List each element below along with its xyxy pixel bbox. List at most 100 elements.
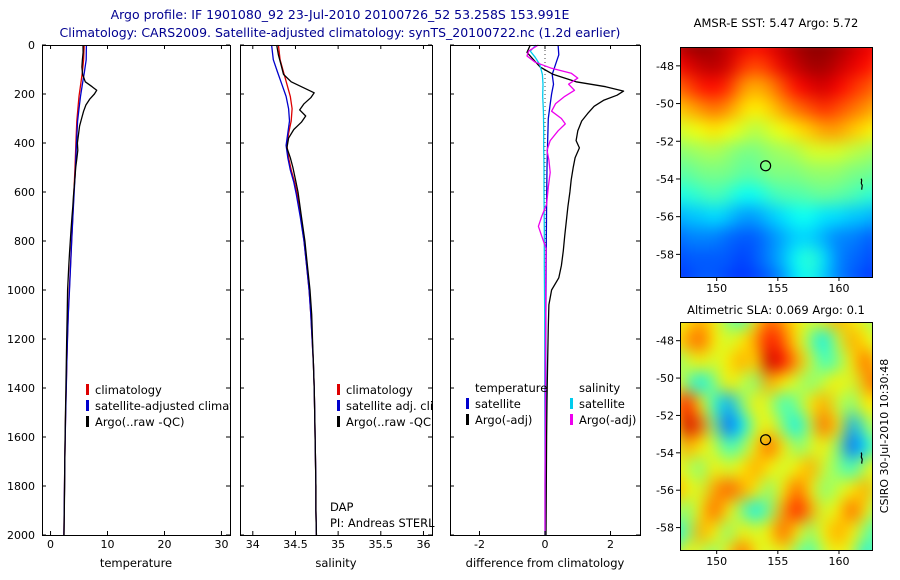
x-tick-label: -2: [474, 538, 485, 551]
legend-swatch-climatology: [86, 384, 89, 395]
legend-label: Argo(-adj): [579, 413, 637, 427]
x-tick-label: 160: [828, 555, 849, 568]
legend-swatch-satellite: [466, 398, 469, 409]
legend-label: climatology: [95, 383, 162, 397]
x-tick-label: 20: [157, 538, 171, 551]
legend-label: Argo(..raw -QC): [346, 415, 432, 429]
plot-frame: [450, 45, 641, 536]
legend-swatch-satellite-adjusted: [86, 400, 89, 411]
legend-salinity: climatology satellite adj. clim. Argo(..…: [337, 382, 432, 430]
x-tick-label: 150: [706, 555, 727, 568]
sla-map-canvas: [680, 322, 872, 550]
x-tick-label: 155: [767, 555, 788, 568]
legend-item-argo-adj: Argo(-adj): [570, 412, 640, 428]
heatmap-grid: [680, 322, 872, 550]
legend-item-argo: Argo(..raw -QC): [86, 414, 230, 430]
x-tick-label: 2: [607, 538, 614, 551]
legend-temperature: climatology satellite-adjusted climatolo…: [86, 382, 230, 430]
y-tick-label: 600: [14, 186, 35, 199]
y-tick-label: 1000: [7, 284, 35, 297]
legend-swatch-climatology: [337, 384, 340, 395]
legend-label: satellite-adjusted climatology: [95, 399, 230, 413]
x-tick-label: 150: [706, 282, 727, 295]
x-tick-label: 34: [246, 538, 260, 551]
y-tick-label: -56: [656, 484, 674, 497]
series-line-temperature-argo-adj-: [526, 44, 625, 536]
y-tick-label: 200: [14, 88, 35, 101]
y-tick-label: 1400: [7, 382, 35, 395]
x-tick-label: 10: [101, 538, 115, 551]
y-tick-label: -54: [656, 447, 674, 460]
x-tick-label: 160: [828, 282, 849, 295]
credit-text: CSIRO 30-Jul-2010 10:30:48: [878, 358, 891, 514]
dap-note-line-2: PI: Andreas STERL: [330, 516, 435, 530]
y-tick-label: 400: [14, 137, 35, 150]
x-tick-label: 155: [767, 282, 788, 295]
x-tick-label: 30: [214, 538, 228, 551]
legend-label: Argo(-adj): [475, 413, 533, 427]
y-tick-label: 1800: [7, 480, 35, 493]
legend-item-argo-adj: Argo(-adj): [466, 412, 566, 428]
legend-swatch-argo-adj: [570, 414, 573, 425]
series-line-satellite-adj-clim-: [270, 44, 318, 536]
sst-map-title: AMSR-E SST: 5.47 Argo: 5.72: [693, 16, 859, 30]
legend-item-satellite-adj-clim: satellite adj. clim.: [337, 398, 432, 414]
xlabel-difference: difference from climatology: [465, 556, 625, 570]
series-line-satellite-adjusted-climatology: [63, 44, 88, 536]
legend-label: climatology: [346, 383, 413, 397]
y-tick-label: -56: [656, 211, 674, 224]
y-tick-label: -50: [656, 372, 674, 385]
legend-swatch-satellite: [570, 398, 573, 409]
y-tick-label: -52: [656, 135, 674, 148]
legend-item-satellite: satellite: [466, 396, 566, 412]
y-tick-label: -48: [656, 335, 674, 348]
dap-note: DAP PI: Andreas STERL: [330, 499, 435, 531]
series-line-argo-raw-qc-: [63, 44, 98, 536]
y-tick-label: 800: [14, 235, 35, 248]
x-tick-label: 35.5: [369, 538, 394, 551]
legend-difference-temperature: temperature satellite Argo(-adj): [466, 380, 566, 428]
series-line-temperature-satellite: [544, 44, 560, 535]
x-tick-label: 34.5: [283, 538, 308, 551]
legend-header-temperature: temperature: [475, 381, 548, 395]
legend-item-satellite-adjusted: satellite-adjusted climatology: [86, 398, 230, 414]
y-tick-label: -48: [656, 60, 674, 73]
y-tick-label: -58: [656, 248, 674, 261]
legend-swatch-satellite-adj-clim: [337, 400, 340, 411]
legend-label: satellite: [475, 397, 521, 411]
legend-label: Argo(..raw -QC): [95, 415, 185, 429]
title-line-1: Argo profile: IF 1901080_92 23-Jul-2010 …: [110, 7, 570, 22]
series-line-salinity-argo-adj-: [526, 44, 579, 535]
series-line-salinity-satellite: [529, 44, 546, 535]
y-tick-label: 1200: [7, 333, 35, 346]
legend-item-argo: Argo(..raw -QC): [337, 414, 432, 430]
y-tick-label: 1600: [7, 431, 35, 444]
plot-frame: [42, 45, 231, 536]
legend-swatch-argo: [337, 416, 340, 427]
legend-label: satellite adj. clim.: [346, 399, 432, 413]
legend-swatch-argo-adj: [466, 414, 469, 425]
y-tick-label: -52: [656, 409, 674, 422]
figure-title: Argo profile: IF 1901080_92 23-Jul-2010 …: [0, 6, 680, 42]
plot-frame: [240, 45, 433, 536]
y-tick-label: -50: [656, 98, 674, 111]
x-tick-label: 0: [47, 538, 54, 551]
legend-header-salinity: salinity: [579, 381, 621, 395]
title-line-2: Climatology: CARS2009. Satellite-adjuste…: [59, 25, 621, 40]
dap-note-line-1: DAP: [330, 500, 354, 514]
xlabel-temperature: temperature: [99, 556, 173, 570]
y-tick-label: 2000: [7, 529, 35, 542]
y-tick-label: -58: [656, 522, 674, 535]
xlabel-salinity: salinity: [315, 556, 357, 570]
y-tick-label: -54: [656, 173, 674, 186]
legend-item-climatology: climatology: [86, 382, 230, 398]
legend-item-satellite: satellite: [570, 396, 640, 412]
sst-map-canvas: [680, 47, 872, 277]
sla-map-title: Altimetric SLA: 0.069 Argo: 0.1: [687, 303, 865, 317]
x-tick-label: 36: [416, 538, 430, 551]
heatmap-grid: [680, 47, 872, 277]
series-line-climatology: [277, 44, 318, 536]
x-tick-label: 35: [331, 538, 345, 551]
legend-label: satellite: [579, 397, 625, 411]
